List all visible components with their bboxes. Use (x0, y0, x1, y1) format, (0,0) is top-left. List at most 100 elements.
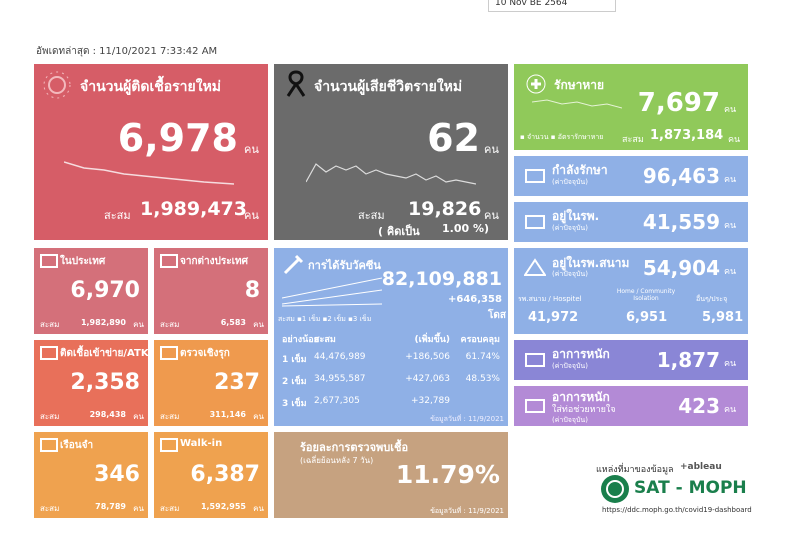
value: 96,463 (642, 164, 720, 188)
total-label: สะสม (160, 504, 180, 513)
total: 6,583 (220, 318, 246, 327)
cross-icon (526, 74, 546, 94)
part-label: อื่นๆ/ประจุ (696, 295, 728, 303)
value: 1,877 (656, 348, 720, 372)
total-unit: คน (244, 209, 259, 222)
org: SAT - MOPH (634, 478, 747, 498)
title: ร้อยละการตรวจพบเชื้อ (300, 441, 409, 454)
rate-label: ( คิดเป็น (378, 225, 420, 238)
value: 8 (244, 278, 260, 303)
total-label: สะสม (160, 412, 180, 421)
part-value: 5,981 (702, 310, 744, 325)
title: กำลังรักษา (552, 163, 608, 177)
part-label: Home / Community Isolation (616, 288, 676, 302)
value: 11.79% (395, 460, 500, 489)
total: 1,989,473 (140, 198, 247, 220)
icon (160, 438, 178, 452)
table-cell: +32,789 (410, 396, 450, 406)
legend-item: อัตรารักษาหาย (557, 133, 604, 141)
title: อยู่ในรพ. (552, 209, 600, 223)
table-cell: 3 เข็ม (282, 399, 307, 409)
dropdown[interactable]: 10 Nov BE 2564 (488, 0, 616, 12)
date: ข้อมูลวันที่ : 11/9/2021 (430, 507, 504, 515)
icon (160, 254, 178, 268)
tableau: +ableau (680, 462, 722, 472)
table-cell: 34,955,587 (314, 374, 366, 384)
value: 62 (427, 116, 480, 160)
unit: คน (253, 504, 264, 513)
table-cell: 1 เข็ม (282, 355, 307, 365)
total: 82,109,881 (381, 268, 502, 290)
title: ติดเชื้อเข้าข่าย/ATK (60, 348, 149, 359)
legend-item: จำนวน (526, 133, 549, 141)
treating-tile: กำลังรักษา (ค่าปัจจุบัน) 96,463 คน (514, 156, 748, 196)
title: รักษาหาย (554, 78, 605, 92)
table-cell: 48.53% (465, 374, 500, 384)
small-tile: Walk-in 6,387 สะสม 1,592,955 คน (154, 432, 268, 518)
total-unit: คน (728, 135, 741, 145)
value: 423 (678, 394, 720, 418)
title: จากต่างประเทศ (180, 256, 248, 267)
total-label: สะสม (160, 320, 180, 329)
title: อาการหนัก (552, 390, 610, 404)
note: (ค่าปัจจุบัน) (552, 270, 588, 278)
severe-tile: อาการหนัก (ค่าปัจจุบัน) 1,877 คน (514, 340, 748, 380)
value: 54,904 (642, 256, 720, 280)
moph-logo (601, 475, 629, 503)
unit: คน (724, 267, 737, 277)
icon (40, 346, 58, 360)
small-tile: เรือนจำ 346 สะสม 78,789 คน (34, 432, 148, 518)
title: อาการหนัก (552, 347, 610, 361)
sparkline (306, 163, 476, 185)
total: 78,789 (95, 502, 126, 511)
positivity-tile: ร้อยละการตรวจพบเชื้อ (เฉลี่ยย้อนหลัง 7 ว… (274, 432, 508, 518)
total-label: สะสม (358, 209, 385, 222)
title: อยู่ในรพ.สนาม (552, 256, 630, 270)
updated: อัพเดทล่าสุด : 11/10/2021 7:33:42 AM (36, 46, 218, 57)
legend-item: สะสม (278, 315, 295, 323)
field-hospital-tile: อยู่ในรพ.สนาม (ค่าปัจจุบัน) 54,904 คน รพ… (514, 248, 748, 334)
unit: คน (253, 412, 264, 421)
legend-item: 2 เข็ม (327, 315, 346, 323)
table-cell: อย่างน้อย (282, 335, 319, 345)
title: Walk-in (180, 438, 223, 449)
small-tile: ติดเชื้อเข้าข่าย/ATK 2,358 สะสม 298,438 คน (34, 340, 149, 426)
url: https://ddc.moph.go.th/covid19-dashboard (602, 506, 752, 514)
icon (40, 254, 58, 268)
total: 19,826 (408, 198, 482, 220)
small-tile: ตรวจเชิงรุก 237 สะสม 311,146 คน (154, 340, 268, 426)
note: (ค่าปัจจุบัน) (552, 362, 588, 370)
value: 6,387 (190, 462, 260, 487)
icon (525, 215, 545, 229)
unit: คน (484, 143, 499, 156)
icon (160, 346, 178, 360)
vaccine-tile: การได้รับวัคซีน 82,109,881 +646,358 โดส … (274, 248, 508, 426)
part-value: 41,972 (528, 310, 579, 325)
date: ข้อมูลวันที่ : 11/9/2021 (430, 415, 504, 423)
note: (ค่าปัจจุบัน) (552, 224, 588, 232)
recovered-tile: รักษาหาย 7,697 คน ▪ จำนวน ▪ อัตรารักษาหา… (514, 64, 748, 150)
total: 1,982,890 (80, 318, 126, 327)
icon (525, 353, 545, 367)
title: การได้รับวัคซีน (308, 259, 381, 272)
sparkline (64, 161, 234, 185)
title: ในประเทศ (60, 256, 106, 267)
unit: คน (724, 405, 737, 415)
sparkline (532, 99, 622, 109)
unit: คน (133, 504, 144, 513)
ventilator-tile: อาการหนัก ใส่ท่อช่วยหายใจ (ค่าปัจจุบัน) 423… (514, 386, 748, 426)
total-unit: คน (484, 209, 499, 222)
total: 298,438 (89, 410, 126, 419)
small-tile: ในประเทศ 6,970 สะสม 1,982,890 คน (34, 248, 148, 334)
unit: โดส (488, 310, 506, 321)
syringe-icon (283, 254, 304, 275)
value: 346 (94, 462, 140, 487)
value: 2,358 (70, 370, 140, 395)
title: จำนวนผู้ติดเชื้อรายใหม่ (80, 79, 222, 95)
virus-icon (43, 71, 71, 99)
icon (525, 399, 545, 413)
value: 41,559 (642, 210, 720, 234)
total: 1,592,955 (200, 502, 246, 511)
value: 237 (214, 370, 260, 395)
